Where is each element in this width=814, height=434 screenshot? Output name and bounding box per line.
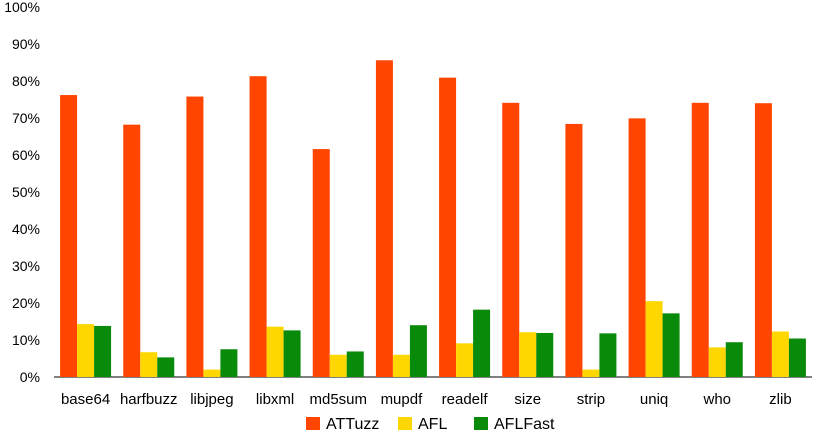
y-tick-label: 40% [12,221,40,237]
bar-aflfast-md5sum [346,351,364,377]
bar-afl-zlib [771,331,789,377]
y-tick-label: 70% [12,110,40,126]
bar-afl-base64 [77,324,95,377]
bar-afl-readelf [456,343,474,377]
bars [60,60,806,378]
bar-aflfast-strip [599,333,617,377]
bar-afl-strip [582,369,600,377]
legend-label-attuzz: ATTuzz [326,416,379,433]
bar-attuzz-who [691,102,709,377]
x-category-label: md5sum [309,391,367,408]
x-category-label: uniq [640,391,668,408]
bar-attuzz-libxml [249,76,267,377]
bar-attuzz-mupdf [375,60,393,377]
bar-aflfast-zlib [788,338,806,377]
y-tick-label: 60% [12,147,40,163]
y-tick-label: 10% [12,332,40,348]
legend-swatch-afl [398,417,412,430]
bar-afl-md5sum [329,354,347,377]
y-tick-label: 0% [20,369,40,385]
bar-attuzz-harfbuzz [123,124,141,377]
bar-afl-harfbuzz [140,352,158,377]
bar-aflfast-harfbuzz [157,357,175,377]
bar-aflfast-mupdf [409,325,427,377]
x-category-label: readelf [442,391,489,408]
bar-attuzz-uniq [628,118,646,378]
bar-afl-uniq [645,301,663,377]
x-category-label: zlib [769,391,792,408]
bar-afl-libxml [266,326,284,377]
bar-attuzz-base64 [60,95,78,377]
bar-afl-mupdf [392,354,410,377]
bar-attuzz-size [502,102,520,377]
y-tick-label: 50% [12,184,40,200]
bar-afl-size [519,332,537,377]
bar-aflfast-size [536,332,554,377]
x-axis-labels: base64 harfbuzz libjpeg libxml md5sum mupdf re… [61,391,792,408]
legend-label-aflfast: AFLFast [494,416,555,433]
x-category-label: base64 [61,391,110,408]
y-tick-label: 20% [12,295,40,311]
legend-swatch-aflfast [474,417,488,430]
legend-label-afl: AFL [418,416,447,433]
legend-swatch-attuzz [306,417,320,430]
bar-afl-who [708,347,726,377]
bar-afl-libjpeg [203,369,221,377]
x-category-label: libxml [256,391,294,408]
bar-attuzz-strip [565,123,583,377]
bar-aflfast-libxml [283,330,301,377]
legend: ATTuzz AFL AFLFast [306,416,555,433]
bar-aflfast-who [725,342,743,377]
bar-attuzz-libjpeg [186,96,204,377]
y-tick-label: 80% [12,73,40,89]
bar-attuzz-md5sum [312,149,330,377]
y-axis: 0% 10% 20% 30% 40% 50% 60% 70% 80% 90% 100% [4,0,40,385]
y-tick-label: 30% [12,258,40,274]
x-category-label: harfbuzz [120,391,178,408]
bar-attuzz-zlib [754,103,772,377]
x-category-label: strip [577,391,605,408]
x-category-label: mupdf [381,391,424,408]
bar-aflfast-readelf [473,309,491,377]
bar-aflfast-uniq [662,313,680,377]
y-tick-label: 90% [12,36,40,52]
x-category-label: who [702,391,731,408]
bar-attuzz-readelf [439,77,457,378]
bar-aflfast-base64 [94,325,112,377]
bar-aflfast-libjpeg [220,349,238,377]
x-category-label: libjpeg [190,391,233,408]
y-tick-label: 100% [4,0,40,15]
x-category-label: size [514,391,541,408]
